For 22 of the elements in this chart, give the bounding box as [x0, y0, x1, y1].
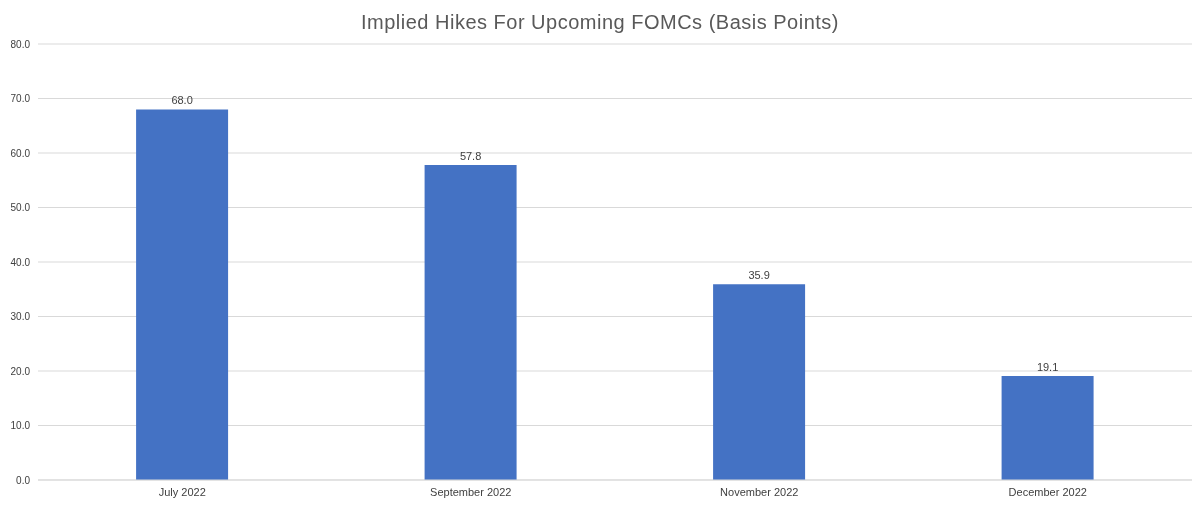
x-tick-label: July 2022 [158, 485, 206, 498]
x-tick-label: September 2022 [430, 485, 512, 498]
x-tick-label: November 2022 [720, 485, 799, 498]
y-tick-label: 40.0 [10, 256, 31, 268]
data-label: 19.1 [1036, 360, 1059, 373]
chart-title: Implied Hikes For Upcoming FOMCs (Basis Points) [359, 10, 841, 35]
y-tick-label: 20.0 [10, 365, 31, 377]
y-tick-label: 30.0 [10, 311, 31, 323]
data-label: 57.8 [459, 149, 482, 162]
bar [1001, 375, 1094, 480]
y-tick-label: 50.0 [10, 202, 31, 214]
bar [424, 164, 517, 480]
data-label: 68.0 [171, 94, 193, 107]
x-tick-label: December 2022 [1008, 485, 1087, 498]
y-tick-label: 10.0 [10, 420, 31, 432]
y-tick-label: 60.0 [10, 147, 31, 159]
bar [713, 284, 806, 480]
y-tick-label: 70.0 [10, 93, 31, 105]
data-label: 35.9 [748, 269, 770, 282]
bar [136, 109, 229, 480]
y-tick-label: 80.0 [10, 38, 31, 50]
y-tick-label: 0.0 [16, 474, 31, 486]
